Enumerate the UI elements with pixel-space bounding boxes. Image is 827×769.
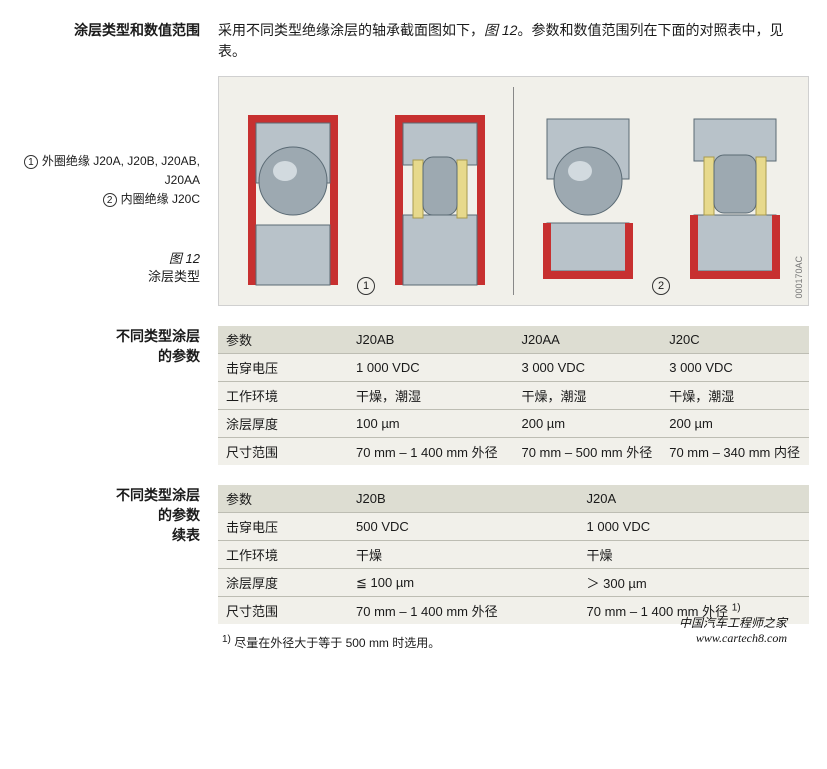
t1-h0: 参数 [218,326,348,354]
figure-block: 1 [218,76,809,306]
table1: 参数 J20AB J20AA J20C 击穿电压1 000 VDC3 000 V… [218,326,809,465]
watermark-l2: www.cartech8.com [679,631,787,647]
bearing-ball-outer [238,105,348,305]
figure-label-1: 1 [357,277,375,295]
intro-text: 采用不同类型绝缘涂层的轴承截面图如下，图 12。参数和数值范围列在下面的对照表中… [218,20,809,62]
t2-h0: 参数 [218,485,348,513]
page: 涂层类型和数值范围 采用不同类型绝缘涂层的轴承截面图如下，图 12。参数和数值范… [18,20,809,651]
bearing-roller-inner [680,105,790,305]
table-row: 击穿电压500 VDC1 000 VDC [218,513,809,541]
intro-figref: 图 12 [484,22,517,38]
table2-title: 不同类型涂层 的参数 续表 [18,485,218,545]
legend-num-2: 2 [103,193,117,207]
table2-header-row: 参数 J20B J20A [218,485,809,513]
t2-h1: J20B [348,485,578,513]
image-code: 000170AC [794,256,804,299]
t1-h3: J20C [661,326,809,354]
table1-title-l1: 不同类型涂层 [18,326,200,346]
table1-title: 不同类型涂层 的参数 [18,326,218,366]
figure-row: 1 外圈绝缘 J20A, J20B, J20AB, J20AA 2 内圈绝缘 J20… [18,62,809,306]
watermark-l1: 中国汽车工程师之家 [679,616,787,632]
table-row: 工作环境干燥干燥 [218,541,809,569]
legend-item-1: 1 外圈绝缘 J20A, J20B, J20AB, J20AA [18,152,200,190]
section-title: 涂层类型和数值范围 [18,20,200,40]
bearing-ball-inner [533,105,643,305]
legend-num-1: 1 [24,155,38,169]
figure-title: 涂层类型 [18,268,200,286]
table1-title-l2: 的参数 [18,346,200,366]
intro-a: 采用不同类型绝缘涂层的轴承截面图如下， [218,22,484,38]
table2-title-l1: 不同类型涂层 [18,485,200,505]
table1-wrap: 参数 J20AB J20AA J20C 击穿电压1 000 VDC3 000 V… [218,326,809,465]
t1-h1: J20AB [348,326,513,354]
table-row: 涂层厚度100 µm200 µm200 µm [218,410,809,438]
table-row: 涂层厚度≦ 100 µm＞ 300 µm [218,569,809,597]
table-row: 尺寸范围70 mm – 1 400 mm 外径70 mm – 500 mm 外径… [218,438,809,466]
legend-item-2: 2 内圈绝缘 J20C [18,190,200,209]
legend-text-1: 外圈绝缘 J20A, J20B, J20AB, J20AA [42,154,200,187]
table1-row: 不同类型涂层 的参数 参数 J20AB J20AA J20C 击穿电压1 000… [18,326,809,465]
table2-title-l3: 续表 [18,525,200,545]
figure-label-2: 2 [652,277,670,295]
legend-text-2: 内圈绝缘 J20C [121,192,200,206]
section-title-cell: 涂层类型和数值范围 [18,20,218,40]
watermark: 中国汽车工程师之家 www.cartech8.com [679,616,787,647]
figure-left: 1 外圈绝缘 J20A, J20B, J20AB, J20AA 2 内圈绝缘 J20… [18,62,218,286]
t1-h2: J20AA [513,326,661,354]
table1-header-row: 参数 J20AB J20AA J20C [218,326,809,354]
bearing-roller-outer [385,105,495,305]
header-row: 涂层类型和数值范围 采用不同类型绝缘涂层的轴承截面图如下，图 12。参数和数值范… [18,20,809,62]
figure-caption: 图 12 涂层类型 [18,250,200,286]
table2: 参数 J20B J20A 击穿电压500 VDC1 000 VDC 工作环境干燥… [218,485,809,624]
table2-title-l2: 的参数 [18,505,200,525]
figure-half-2: 2 [514,77,808,305]
figure-legend: 1 外圈绝缘 J20A, J20B, J20AB, J20AA 2 内圈绝缘 J20… [18,152,200,210]
t2-h2: J20A [579,485,810,513]
figure-half-1: 1 [219,77,513,305]
footnote-text: 尽量在外径大于等于 500 mm 时选用。 [234,636,440,650]
figure-number: 图 12 [18,250,200,268]
table-row: 击穿电压1 000 VDC3 000 VDC3 000 VDC [218,354,809,382]
footnote-ref: 1) [732,603,741,614]
footnote-mark: 1) [222,634,231,645]
table-row: 工作环境干燥，潮湿干燥，潮湿干燥，潮湿 [218,382,809,410]
figure-right: 1 [218,62,809,306]
